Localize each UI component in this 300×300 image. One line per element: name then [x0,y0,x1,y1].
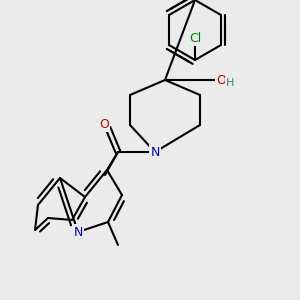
Text: Cl: Cl [189,32,201,44]
Text: N: N [150,146,160,158]
Text: O: O [216,74,226,86]
Text: H: H [226,78,234,88]
Text: O: O [99,118,109,130]
Text: N: N [73,226,83,238]
